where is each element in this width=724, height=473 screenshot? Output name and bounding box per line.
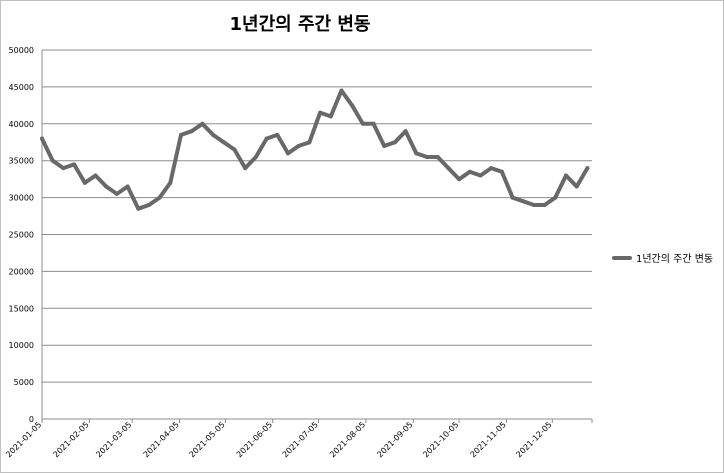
data-point: [285, 151, 290, 156]
x-tick-label: 2021-01-05: [4, 420, 43, 459]
chart-title: 1년간의 주간 변동: [229, 14, 371, 35]
data-point: [489, 166, 494, 171]
legend-swatch: [612, 255, 632, 260]
y-tick-label: 50000: [9, 46, 34, 55]
data-point: [307, 140, 312, 145]
data-point: [574, 184, 579, 189]
data-point: [435, 155, 440, 160]
data-point: [392, 140, 397, 145]
data-point: [104, 184, 109, 189]
data-point: [264, 136, 269, 141]
data-point: [61, 166, 66, 171]
x-tick-label: 2021-06-05: [235, 420, 274, 459]
x-tick-label: 2021-12-05: [514, 420, 553, 459]
y-tick-label: 25000: [9, 231, 34, 240]
data-point: [168, 180, 173, 185]
x-tick-label: 2021-05-05: [188, 420, 227, 459]
data-point: [510, 195, 515, 200]
x-tick-label: 2021-03-05: [94, 420, 133, 459]
data-point: [40, 136, 44, 141]
data-point: [136, 206, 141, 211]
data-point: [553, 195, 558, 200]
y-tick-label: 15000: [9, 304, 34, 313]
x-tick-label: 2021-07-05: [281, 420, 320, 459]
data-point: [189, 129, 194, 134]
data-point: [425, 155, 429, 160]
data-point: [446, 166, 451, 171]
data-point: [542, 202, 547, 207]
y-tick-label: 20000: [9, 267, 34, 276]
x-tick-label: 2021-10-05: [421, 420, 460, 459]
data-point: [414, 151, 419, 156]
data-point: [275, 132, 280, 137]
data-point: [50, 158, 55, 163]
data-point: [360, 121, 365, 126]
x-tick-label: 2021-11-05: [469, 420, 508, 459]
data-point: [499, 169, 504, 174]
data-point: [82, 180, 87, 185]
y-tick-label: 30000: [9, 194, 34, 203]
data-point: [350, 103, 355, 108]
data-point: [318, 110, 323, 115]
data-point: [243, 166, 248, 171]
data-point: [253, 155, 258, 160]
data-point: [211, 132, 216, 137]
data-point: [382, 143, 387, 148]
y-tick-label: 45000: [9, 83, 34, 92]
data-point: [467, 169, 472, 174]
data-point: [328, 114, 333, 119]
data-point: [296, 143, 301, 148]
data-point: [339, 88, 344, 93]
y-tick-label: 5000: [14, 378, 34, 387]
x-tick-label: 2021-09-05: [375, 420, 414, 459]
data-point: [478, 173, 483, 178]
x-tick-label: 2021-02-05: [52, 420, 91, 459]
y-tick-label: 10000: [9, 341, 34, 350]
y-tick-label: 35000: [9, 157, 34, 166]
x-tick-label: 2021-04-05: [142, 420, 181, 459]
data-point: [72, 162, 77, 167]
data-point: [146, 202, 151, 207]
data-point: [200, 121, 205, 126]
legend-label: 1년간의 주간 변동: [636, 254, 714, 265]
data-point: [93, 173, 98, 178]
data-point: [521, 199, 526, 204]
data-point: [371, 121, 376, 126]
data-point: [564, 173, 569, 178]
data-point: [232, 147, 237, 152]
data-point: [114, 191, 119, 196]
x-tick-label: 2021-08-05: [328, 420, 367, 459]
y-tick-label: 40000: [9, 120, 34, 129]
data-point: [531, 202, 536, 207]
data-point: [457, 177, 462, 182]
data-point: [125, 184, 130, 189]
y-tick-label: 0: [29, 415, 34, 424]
data-point: [585, 166, 590, 171]
series-line: [40, 88, 590, 211]
data-point: [179, 132, 184, 137]
data-point: [157, 195, 162, 200]
legend: 1년간의 주간 변동: [612, 250, 713, 265]
data-point: [403, 129, 408, 134]
data-point: [221, 140, 226, 145]
